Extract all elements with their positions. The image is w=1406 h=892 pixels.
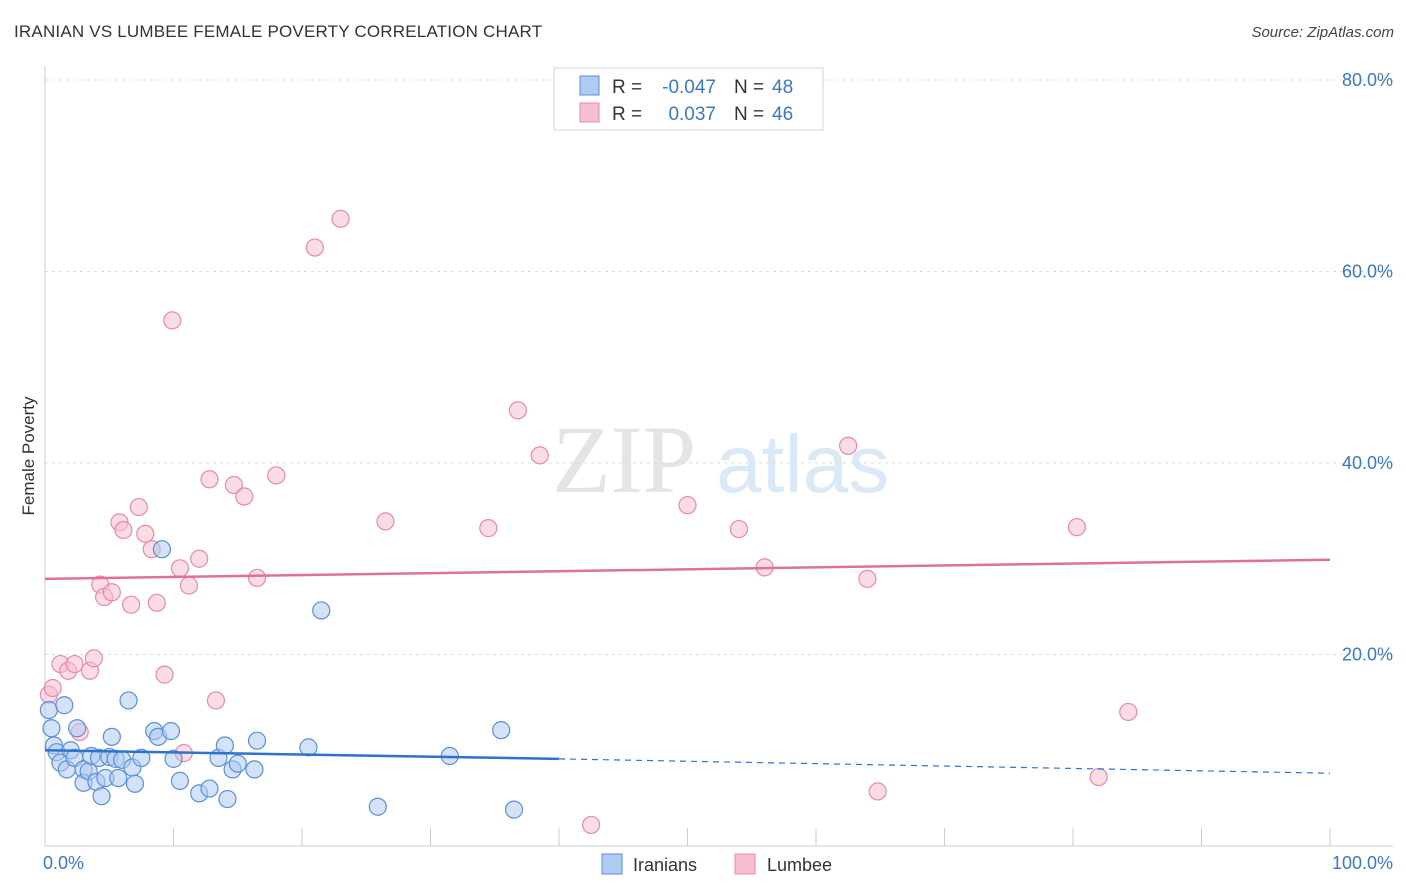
legend-swatch-lumbee bbox=[579, 102, 600, 123]
iranian-point-46 bbox=[492, 721, 511, 740]
lumbee-point-7 bbox=[84, 649, 103, 668]
lumbee-point-40 bbox=[839, 436, 858, 455]
lumbee-point-45 bbox=[1119, 702, 1138, 722]
lumbee-point-19 bbox=[163, 311, 182, 330]
legend-n-value-lumbee: 46 bbox=[772, 104, 793, 125]
iranian-point-1 bbox=[42, 719, 61, 738]
lumbee-point-37 bbox=[678, 496, 697, 515]
lumbee-point-41 bbox=[858, 569, 877, 588]
trendlines bbox=[44, 558, 1331, 774]
chart-title: IRANIAN VS LUMBEE FEMALE POVERTY CORRELA… bbox=[14, 22, 543, 41]
y-tick-labels: 20.0% 40.0% 60.0% 80.0% bbox=[1342, 70, 1393, 665]
watermark-atlas: atlas bbox=[716, 419, 889, 510]
lumbee-point-42 bbox=[868, 782, 887, 801]
legend-r-label-1: R = bbox=[612, 77, 642, 98]
lumbee-point-33 bbox=[479, 519, 498, 538]
iranian-point-29 bbox=[152, 540, 172, 559]
y-tick-label-80: 80.0% bbox=[1342, 70, 1393, 90]
lumbee-point-12 bbox=[114, 520, 133, 540]
x-tick-label-max: 100.0% bbox=[1332, 853, 1393, 873]
lumbee-point-10 bbox=[102, 583, 121, 602]
iranian-point-36 bbox=[215, 736, 234, 755]
iranians-series bbox=[39, 540, 524, 819]
iranian-point-41 bbox=[247, 731, 267, 750]
lumbee-point-25 bbox=[206, 691, 226, 710]
lumbee-point-23 bbox=[190, 549, 209, 568]
series-legend-swatch-iranians bbox=[601, 853, 623, 875]
lumbee-point-26 bbox=[224, 475, 243, 495]
legend-n-label-2: N = bbox=[734, 104, 764, 125]
x-tick-label-min: 0.0% bbox=[43, 853, 84, 873]
iranian-point-25 bbox=[125, 774, 145, 793]
lumbee-point-1 bbox=[43, 678, 62, 698]
lumbee-point-30 bbox=[305, 238, 324, 257]
lumbee-point-24 bbox=[200, 470, 219, 489]
legend-r-value-lumbee: 0.037 bbox=[668, 104, 716, 125]
lumbee-point-38 bbox=[729, 519, 749, 539]
series-legend-label-lumbee: Lumbee bbox=[767, 855, 832, 875]
lumbee-point-43 bbox=[1067, 518, 1086, 537]
iranian-point-26 bbox=[132, 748, 151, 768]
lumbee-point-4 bbox=[65, 654, 84, 674]
y-axis-title: Female Poverty bbox=[19, 396, 38, 516]
lumbee-point-32 bbox=[376, 512, 395, 531]
lumbee-point-44 bbox=[1089, 767, 1108, 787]
iranian-point-39 bbox=[228, 754, 247, 773]
lumbee-series bbox=[39, 209, 1138, 835]
lumbee-point-22 bbox=[179, 576, 199, 595]
lumbee-trendline bbox=[44, 558, 1331, 581]
iranian-point-0 bbox=[39, 700, 58, 720]
iranians-trendline bbox=[44, 749, 560, 761]
lumbee-point-15 bbox=[136, 524, 155, 543]
lumbee-point-18 bbox=[155, 665, 174, 684]
lumbee-point-17 bbox=[147, 593, 166, 612]
lumbee-point-27 bbox=[235, 487, 254, 506]
iranians-trendline-extension bbox=[558, 758, 1331, 774]
iranian-point-32 bbox=[170, 771, 190, 790]
lumbee-point-35 bbox=[530, 446, 549, 465]
iranian-point-19 bbox=[102, 727, 121, 746]
series-legend-label-iranians: Iranians bbox=[633, 855, 697, 875]
iranian-point-31 bbox=[164, 749, 183, 768]
iranian-point-34 bbox=[200, 779, 219, 798]
iranian-point-21 bbox=[109, 768, 128, 788]
iranian-point-40 bbox=[245, 760, 264, 779]
legend-n-label-1: N = bbox=[734, 77, 764, 98]
iranian-point-47 bbox=[504, 800, 524, 819]
correlation-legend: R = -0.047 N = 48 R = 0.037 N = 46 bbox=[553, 67, 824, 131]
legend-n-value-iranians: 48 bbox=[772, 77, 793, 98]
iranian-point-37 bbox=[218, 789, 237, 809]
lumbee-point-36 bbox=[582, 815, 601, 835]
source-label: Source: ZipAtlas.com bbox=[1251, 24, 1394, 41]
iranian-point-30 bbox=[161, 721, 181, 741]
y-tick-label-20: 20.0% bbox=[1342, 645, 1393, 665]
watermark-zip: ZIP bbox=[552, 406, 696, 513]
y-tick-label-60: 60.0% bbox=[1342, 262, 1393, 282]
series-legend-swatch-lumbee bbox=[734, 853, 756, 875]
iranian-point-43 bbox=[312, 601, 331, 620]
legend-r-label-2: R = bbox=[612, 104, 642, 125]
iranian-point-9 bbox=[68, 719, 87, 738]
legend-swatch-iranians bbox=[579, 75, 600, 96]
y-tick-label-40: 40.0% bbox=[1342, 453, 1393, 473]
lumbee-point-20 bbox=[170, 559, 190, 578]
iranian-point-5 bbox=[55, 696, 74, 715]
lumbee-point-13 bbox=[121, 595, 141, 614]
lumbee-point-14 bbox=[129, 497, 148, 517]
lumbee-point-29 bbox=[267, 466, 286, 485]
iranian-point-23 bbox=[119, 691, 138, 710]
iranian-point-16 bbox=[92, 787, 111, 806]
lumbee-point-34 bbox=[508, 401, 527, 420]
lumbee-point-31 bbox=[331, 209, 350, 228]
legend-r-value-iranians: -0.047 bbox=[662, 77, 716, 98]
series-legend: Iranians Lumbee bbox=[601, 853, 832, 875]
lumbee-point-28 bbox=[247, 568, 267, 588]
iranian-point-44 bbox=[368, 797, 387, 816]
